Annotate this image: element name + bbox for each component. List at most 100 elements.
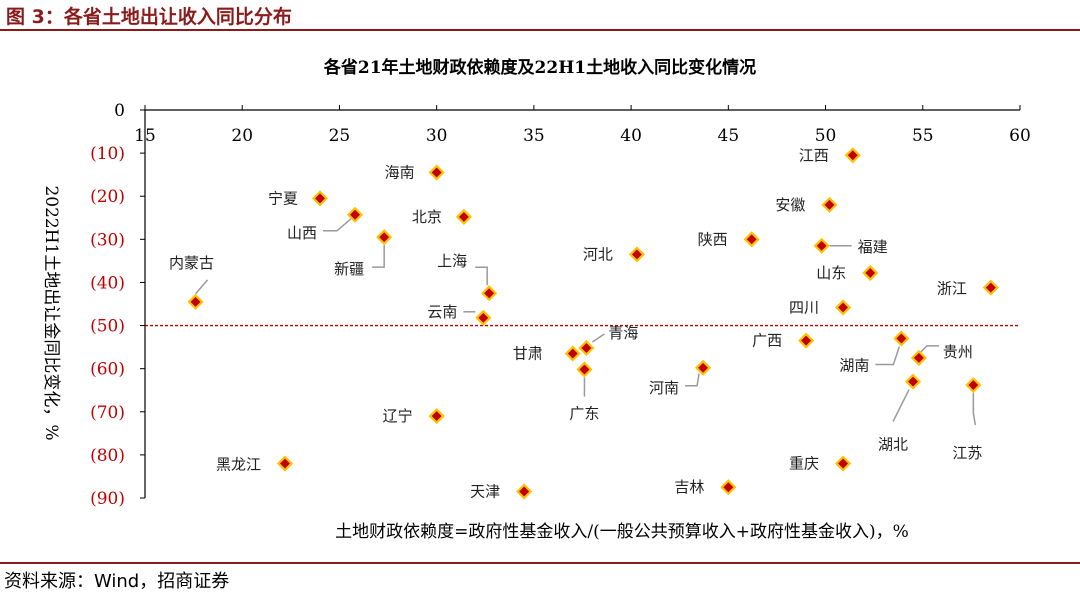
data-point-marker <box>576 361 593 378</box>
point-label: 新疆 <box>334 260 364 278</box>
data-point-marker <box>893 330 910 347</box>
x-tick-label: 50 <box>815 126 837 146</box>
label-leader-line <box>892 389 910 422</box>
point-label: 安徽 <box>775 196 805 214</box>
point-label: 重庆 <box>789 455 819 473</box>
data-point-marker <box>516 483 533 500</box>
x-tick-label: 60 <box>1009 126 1031 146</box>
data-point-marker <box>813 237 830 254</box>
point-label: 海南 <box>385 164 415 182</box>
source-rule <box>0 562 1080 564</box>
point-label: 四川 <box>789 298 819 316</box>
data-point-marker <box>862 264 879 282</box>
y-tick-label: (40) <box>90 273 125 293</box>
point-label: 广西 <box>752 332 782 350</box>
point-label: 宁夏 <box>268 189 298 207</box>
point-label: 浙江 <box>937 280 967 298</box>
point-label: 吉林 <box>674 478 704 496</box>
data-point-marker <box>821 196 838 213</box>
x-tick-label: 15 <box>134 126 156 146</box>
point-label: 福建 <box>858 238 888 256</box>
label-leader-line <box>875 346 901 366</box>
data-point-marker <box>187 293 204 310</box>
data-points <box>187 147 999 500</box>
point-label: 辽宁 <box>383 407 413 425</box>
label-leader-line <box>920 345 939 353</box>
label-leader-line <box>591 333 605 343</box>
point-label: 江西 <box>799 146 829 164</box>
data-point-marker <box>376 229 393 246</box>
label-leader-line <box>685 373 700 387</box>
point-label: 山东 <box>816 264 846 282</box>
data-point-marker <box>475 309 492 326</box>
source-note: 资料来源：Wind，招商证券 <box>4 571 230 592</box>
point-label: 湖南 <box>839 356 869 374</box>
point-label: 贵州 <box>943 343 973 361</box>
point-label: 天津 <box>470 483 500 501</box>
data-point-marker <box>428 408 445 425</box>
x-tick-label: 30 <box>426 126 448 146</box>
data-point-marker <box>720 479 737 496</box>
point-label: 甘肃 <box>513 345 543 363</box>
y-axis-title: 2022H1土地出让金同比变化，% <box>41 185 61 440</box>
label-leader-line <box>372 245 385 268</box>
data-point-marker <box>455 208 472 225</box>
x-tick-label: 40 <box>620 126 642 146</box>
label-leader-line <box>194 279 209 295</box>
point-label: 山西 <box>287 224 317 242</box>
y-tick-label: (90) <box>90 489 125 509</box>
title-rule <box>0 29 1080 31</box>
data-point-marker <box>798 332 815 349</box>
point-label: 江苏 <box>952 444 982 462</box>
point-label: 上海 <box>437 252 467 270</box>
data-point-marker <box>743 231 760 248</box>
y-tick-label: (30) <box>90 230 125 250</box>
point-label: 陕西 <box>698 230 728 248</box>
label-leader-line <box>475 266 488 286</box>
data-point-marker <box>628 246 646 263</box>
data-point-marker <box>694 359 712 376</box>
data-point-marker <box>481 285 498 302</box>
x-tick-label: 25 <box>329 126 351 146</box>
x-tick-label: 35 <box>523 126 545 146</box>
data-point-marker <box>910 349 927 366</box>
x-tick-label: 45 <box>718 126 740 146</box>
x-axis-title: 土地财政依赖度=政府性基金收入/(一般公共预算收入+政府性基金收入)，% <box>335 522 909 542</box>
label-leader-line <box>972 393 977 426</box>
data-point-marker <box>834 455 852 472</box>
label-leader-line <box>323 218 352 232</box>
y-tick-label: (80) <box>90 446 125 466</box>
data-point-marker <box>564 345 581 362</box>
chart-title: 各省21年土地财政依赖度及22H1土地收入同比变化情况 <box>323 57 756 78</box>
y-tick-label: (10) <box>90 144 125 164</box>
data-point-marker <box>965 376 982 394</box>
point-label: 北京 <box>412 208 442 226</box>
y-tick-label: (20) <box>90 187 125 207</box>
data-point-marker <box>904 373 922 390</box>
point-label: 云南 <box>427 303 457 321</box>
y-tick-label: (50) <box>90 317 125 337</box>
point-label: 河北 <box>583 245 613 263</box>
figure-title: 图 3：各省土地出让收入同比分布 <box>6 6 292 28</box>
point-label: 河南 <box>649 379 679 397</box>
data-point-marker <box>578 339 595 357</box>
y-tick-label: (60) <box>90 360 125 380</box>
axes: 15 20 25 30 35 40 45 50 55 60 0 (10) (20) (30) (40) (50… <box>90 101 1031 509</box>
point-label: 湖北 <box>878 436 908 454</box>
label-leader-lines <box>194 218 977 426</box>
data-point-marker <box>834 299 852 316</box>
y-tick-label: (70) <box>90 403 125 423</box>
x-tick-label: 20 <box>231 126 253 146</box>
x-tick-label: 55 <box>912 126 934 146</box>
data-point-marker <box>844 147 861 164</box>
point-label: 青海 <box>608 324 638 342</box>
data-point-marker <box>982 279 999 296</box>
data-point-marker <box>276 455 294 472</box>
data-point-marker <box>311 190 329 207</box>
y-tick-label: 0 <box>114 101 125 121</box>
data-point-marker <box>346 206 364 223</box>
data-point-marker <box>428 164 445 181</box>
point-label: 黑龙江 <box>216 456 261 474</box>
